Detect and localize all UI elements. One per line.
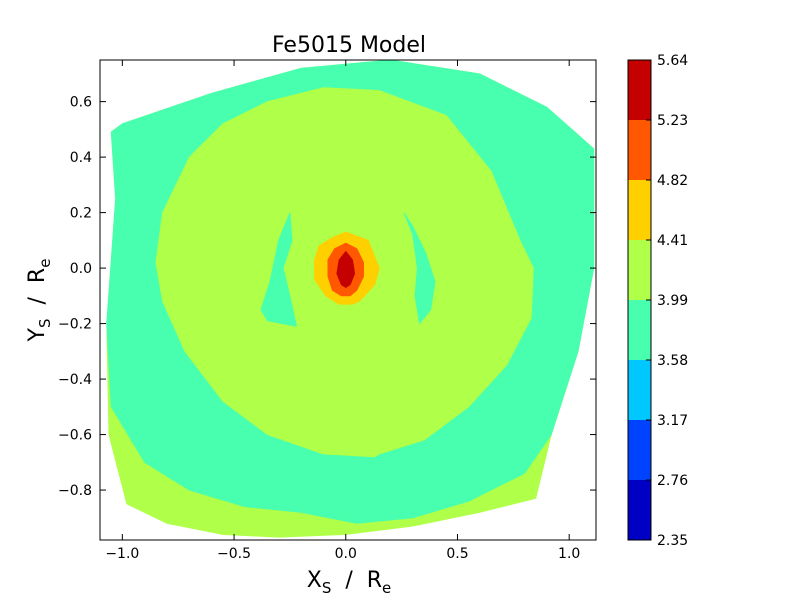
colorbar: 2.35 2.76 3.17 3.58 3.99 4.41 4.82 5.23 5.64 bbox=[627, 53, 688, 549]
y-tick-label: 0.4 bbox=[70, 150, 92, 166]
x-axis-label-sep: / bbox=[331, 568, 366, 593]
colorbar-tick-label: 4.82 bbox=[657, 173, 688, 189]
y-axis-label-main: Y bbox=[25, 327, 50, 342]
x-tick-label: 0.5 bbox=[446, 546, 468, 562]
x-tick-label: −1.0 bbox=[105, 546, 139, 562]
y-tick-label: 0.2 bbox=[70, 206, 92, 222]
colorbar-tick-label: 3.99 bbox=[657, 293, 688, 309]
colorbar-segment bbox=[628, 360, 651, 420]
colorbar-segment bbox=[628, 60, 651, 120]
x-tick-label: 0.0 bbox=[335, 546, 357, 562]
colorbar-tick-label: 2.76 bbox=[657, 473, 688, 489]
y-tick-label: −0.6 bbox=[58, 428, 92, 444]
y-tick-label: −0.2 bbox=[58, 317, 92, 333]
colorbar-tick-label: 3.17 bbox=[657, 413, 688, 429]
contour-region-core-red bbox=[336, 250, 356, 288]
colorbar-tick-label: 2.35 bbox=[657, 533, 688, 549]
x-axis-ticks: −1.0 −0.5 0.0 0.5 1.0 bbox=[105, 60, 580, 562]
x-axis-label: XS / Re bbox=[307, 568, 392, 597]
y-axis-label-main2: R bbox=[25, 268, 50, 283]
colorbar-segment bbox=[628, 300, 651, 360]
y-tick-label: −0.8 bbox=[58, 483, 92, 499]
x-tick-label: −0.5 bbox=[217, 546, 251, 562]
colorbar-tick-label: 5.23 bbox=[657, 113, 688, 129]
colorbar-segment bbox=[628, 480, 651, 540]
colorbar-tick-label: 4.41 bbox=[657, 233, 688, 249]
y-axis-label-sep: / bbox=[25, 283, 50, 318]
plot-frame bbox=[99, 59, 597, 541]
colorbar-segment bbox=[628, 240, 651, 300]
colorbar-segment bbox=[628, 180, 651, 240]
colorbar-segment bbox=[628, 120, 651, 180]
y-tick-label: 0.6 bbox=[70, 95, 92, 111]
chart-title: Fe5015 Model bbox=[272, 33, 426, 58]
y-axis-label-group: YS / Re bbox=[25, 259, 54, 343]
contour-region-right-arc bbox=[403, 212, 436, 325]
colorbar-segment bbox=[628, 420, 651, 480]
y-axis-label-sub2: e bbox=[36, 259, 54, 268]
x-axis-label-sub: S bbox=[322, 579, 332, 597]
x-tick-label: 1.0 bbox=[558, 546, 580, 562]
x-axis-label-main2: R bbox=[367, 568, 382, 593]
contour-region-left-arc bbox=[260, 212, 298, 327]
x-axis-label-sub2: e bbox=[382, 579, 391, 597]
y-axis-label-sub: S bbox=[36, 318, 54, 328]
y-tick-label: 0.0 bbox=[70, 261, 92, 277]
colorbar-tick-label: 5.64 bbox=[657, 53, 688, 69]
x-axis-label-main: X bbox=[307, 568, 322, 593]
y-tick-label: −0.4 bbox=[58, 372, 92, 388]
colorbar-tick-label: 3.58 bbox=[657, 353, 688, 369]
plot-area bbox=[106, 59, 595, 538]
y-axis-ticks: −0.8 −0.6 −0.4 −0.2 0.0 0.2 0.4 0.6 bbox=[58, 95, 596, 499]
y-axis-label: YS / Re bbox=[25, 259, 54, 343]
